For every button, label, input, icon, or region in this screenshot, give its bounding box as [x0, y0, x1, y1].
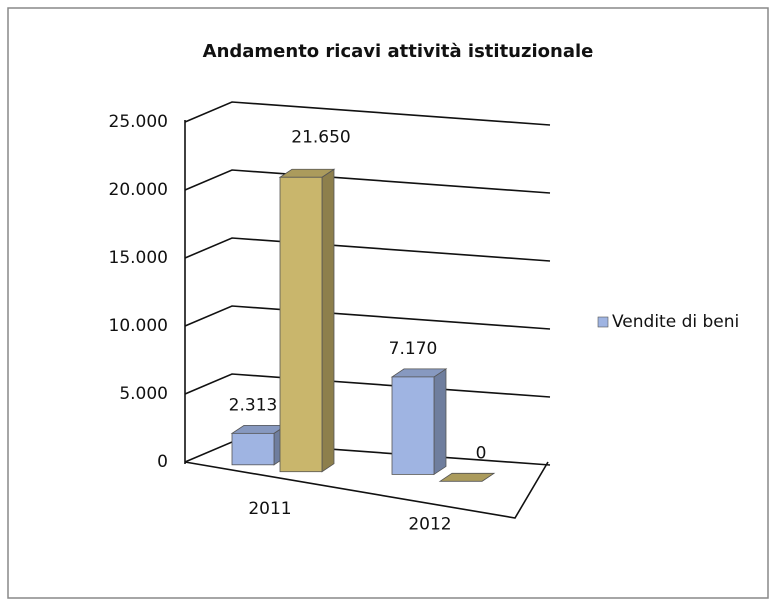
y-tick-label: 10.000 — [109, 316, 168, 336]
bar-side — [321, 168, 335, 473]
chart-frame — [7, 7, 769, 599]
x-tick-label: 2011 — [248, 499, 291, 519]
bar-group — [438, 472, 496, 482]
bar-side — [433, 368, 447, 476]
y-tick-label: 20.000 — [109, 180, 168, 200]
grid-line — [184, 237, 551, 262]
grid-line — [184, 101, 551, 126]
data-label: 7.170 — [389, 339, 438, 359]
grid-line — [184, 169, 551, 194]
bar-group — [230, 424, 288, 466]
x-tick-label: 2012 — [408, 515, 451, 535]
y-tick-label: 5.000 — [119, 384, 168, 404]
floor-edge — [184, 461, 549, 519]
bar — [279, 176, 323, 473]
bar-group — [278, 168, 336, 473]
bar — [231, 432, 275, 466]
y-tick-label: 15.000 — [109, 248, 168, 268]
data-label: 0 — [476, 443, 487, 463]
bar-top — [438, 472, 496, 482]
bar-group — [390, 368, 448, 476]
legend-swatch — [597, 316, 609, 328]
bar — [391, 376, 435, 475]
legend-label: Vendite di beni — [612, 312, 739, 332]
grid-line — [184, 305, 551, 330]
chart-title: Andamento ricavi attività istituzionale — [203, 41, 594, 62]
data-label: 21.650 — [291, 127, 350, 147]
data-label: 2.313 — [229, 395, 278, 415]
y-tick-label: 0 — [157, 452, 168, 472]
y-tick-label: 25.000 — [109, 112, 168, 132]
